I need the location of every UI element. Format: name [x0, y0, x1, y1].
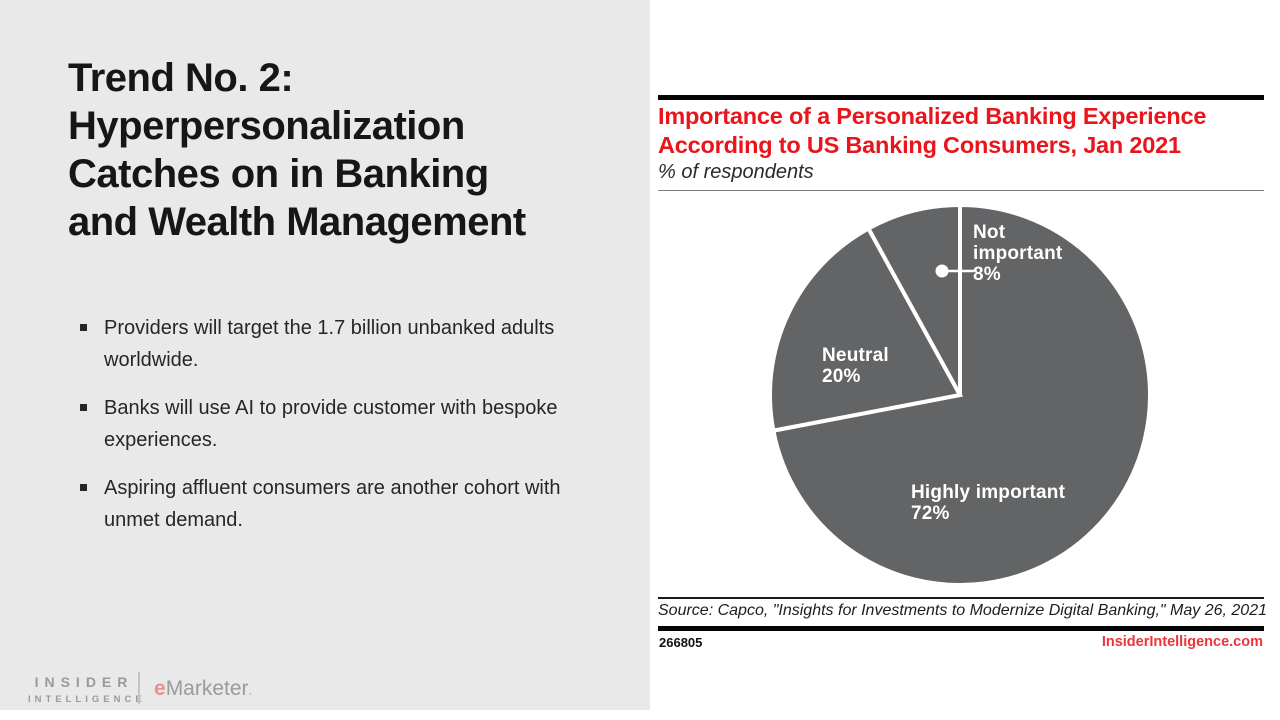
chart-source: Source: Capco, "Insights for Investments…	[658, 602, 1267, 619]
pie-label-highly-important: Highly important 72%	[911, 482, 1066, 524]
insider-intelligence-logo: INSIDER INTELLIGENCE	[28, 674, 146, 705]
emarketer-logo-period: .	[247, 677, 254, 700]
emarketer-logo-text: Marketer	[165, 677, 248, 700]
bullet-item: Providers will target the 1.7 billion un…	[78, 312, 583, 376]
leader-dot-icon	[935, 264, 949, 278]
chart-subtitle: % of respondents	[658, 161, 814, 183]
bullet-item: Banks will use AI to provide customer wi…	[78, 392, 583, 456]
chart-top-rule	[658, 95, 1264, 100]
insider-logo-text: INSIDER	[34, 674, 134, 690]
chart-source-rule	[658, 597, 1264, 599]
intelligence-logo-text: INTELLIGENCE	[28, 694, 146, 705]
chart-subtitle-rule	[658, 190, 1264, 191]
pie-slice-not-important	[865, 203, 962, 396]
pie-label-not-important: Not important 8%	[973, 222, 1063, 285]
pie-label-neutral: Neutral 20%	[822, 345, 889, 387]
pie-chart	[768, 203, 1152, 587]
emarketer-logo: eMarketer.	[154, 677, 253, 701]
chart-bottom-rule	[658, 626, 1264, 631]
chart-title: Importance of a Personalized Banking Exp…	[658, 103, 1207, 158]
emarketer-logo-e: e	[154, 677, 166, 700]
bullet-list: Providers will target the 1.7 billion un…	[78, 312, 578, 552]
slide-title: Trend No. 2: Hyperpersonalization Catche…	[68, 56, 526, 244]
insider-intelligence-link[interactable]: InsiderIntelligence.com	[1101, 634, 1263, 650]
pie-slices	[768, 203, 1152, 587]
logo-divider	[138, 672, 140, 704]
bullet-item: Aspiring affluent consumers are another …	[78, 472, 583, 536]
slide-left-panel: Trend No. 2: Hyperpersonalization Catche…	[0, 0, 650, 710]
chart-id: 266805	[659, 635, 703, 650]
pie-slice-neutral	[768, 225, 964, 433]
